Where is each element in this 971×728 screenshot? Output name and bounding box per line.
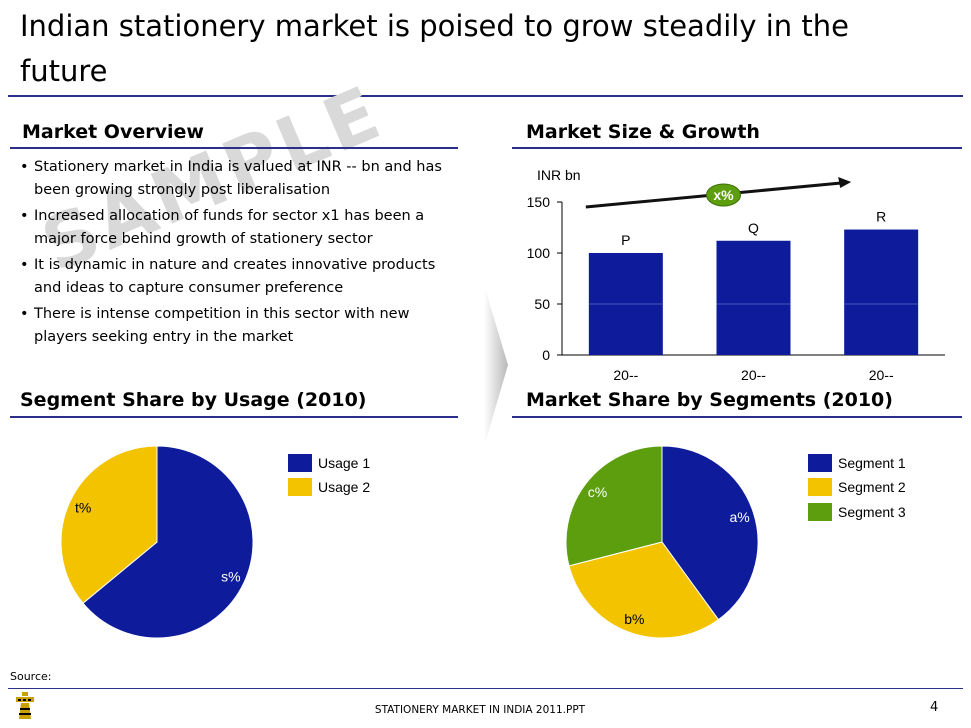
- legend-label: Segment 2: [838, 479, 906, 495]
- bar-data-label: R: [876, 209, 886, 225]
- lighthouse-logo-icon: [16, 692, 34, 719]
- market-overview-bullets: Stationery market in India is valued at …: [20, 156, 460, 352]
- bullet-item: Stationery market in India is valued at …: [20, 156, 460, 201]
- bullet-item: There is intense competition in this sec…: [20, 303, 460, 348]
- legend-swatch: [808, 478, 832, 496]
- legend-segment-1: Segment 1: [808, 454, 906, 472]
- legend-swatch: [288, 478, 312, 496]
- y-tick-label: 0: [542, 347, 550, 363]
- legend-segment-3: Segment 3: [808, 503, 906, 521]
- legend-swatch: [808, 503, 832, 521]
- legend-swatch: [288, 454, 312, 472]
- slide-title: Indian stationery market is poised to gr…: [20, 9, 849, 88]
- pie-slice: [82, 445, 254, 639]
- legend-segment-2: Segment 2: [808, 478, 906, 496]
- market-overview-rule: [10, 147, 458, 149]
- market-size-rule: [512, 147, 962, 149]
- segments-pie-chart: a% b% c%: [565, 445, 759, 639]
- pie-slice: [568, 541, 720, 639]
- y-axis-label: INR bn: [537, 167, 581, 183]
- bar-data-label: P: [621, 232, 630, 248]
- y-tick-label: 50: [534, 296, 550, 312]
- x-tick-label: 20--: [613, 367, 638, 382]
- legend-label: Usage 2: [318, 479, 371, 495]
- pie-slice-label: c%: [588, 484, 607, 500]
- page-number: 4: [930, 700, 939, 715]
- bullet-item: Increased allocation of funds for sector…: [20, 205, 460, 250]
- x-tick-label: 20--: [741, 367, 766, 382]
- usage-pie-chart: s% t%: [60, 445, 254, 639]
- title-rule: [8, 95, 963, 97]
- chevron-arrow-icon: [484, 285, 508, 447]
- pie-slice-label: a%: [729, 509, 749, 525]
- pie-slice: [565, 445, 663, 567]
- market-overview-heading: Market Overview: [22, 121, 204, 143]
- growth-badge: [706, 183, 741, 207]
- pie-slice-label: s%: [221, 569, 240, 585]
- legend-usage-1: Usage 1: [288, 454, 370, 472]
- growth-arrow: x%: [585, 177, 852, 209]
- legend-swatch: [808, 454, 832, 472]
- y-tick-label: 150: [527, 194, 551, 210]
- market-size-heading: Market Size & Growth: [526, 121, 760, 143]
- segment-usage-rule: [10, 416, 458, 418]
- pie-slice: [60, 445, 158, 604]
- footer-title: STATIONERY MARKET IN INDIA 2011.PPT: [374, 704, 586, 716]
- pie-slice-label: t%: [75, 499, 91, 515]
- segment-usage-heading: Segment Share by Usage (2010): [20, 389, 367, 411]
- legend-label: Segment 1: [838, 455, 906, 471]
- bullet-item: It is dynamic in nature and creates inno…: [20, 254, 460, 299]
- pie-slice-label: b%: [624, 611, 644, 627]
- legend-label: Usage 1: [318, 455, 371, 471]
- bar-data-label: Q: [748, 220, 759, 236]
- market-size-bar-chart: INR bn 0 50 100 150 P 20-- Q 20-- R 20-- x%: [527, 167, 945, 382]
- growth-label: x%: [713, 187, 734, 203]
- bar: [844, 229, 919, 355]
- footer-rule: [8, 688, 963, 689]
- bar-series: P 20-- Q 20-- R 20--: [588, 209, 919, 382]
- pie-slice: [661, 445, 759, 621]
- legend-usage-2: Usage 2: [288, 478, 370, 496]
- source-label: Source:: [10, 670, 52, 683]
- legend-label: Segment 3: [838, 504, 906, 520]
- segment-share-rule: [512, 416, 962, 418]
- bar: [716, 240, 791, 355]
- growth-arrowhead: [838, 177, 852, 188]
- segment-share-heading: Market Share by Segments (2010): [526, 389, 893, 411]
- x-tick-label: 20--: [869, 367, 894, 382]
- y-tick-label: 100: [527, 245, 551, 261]
